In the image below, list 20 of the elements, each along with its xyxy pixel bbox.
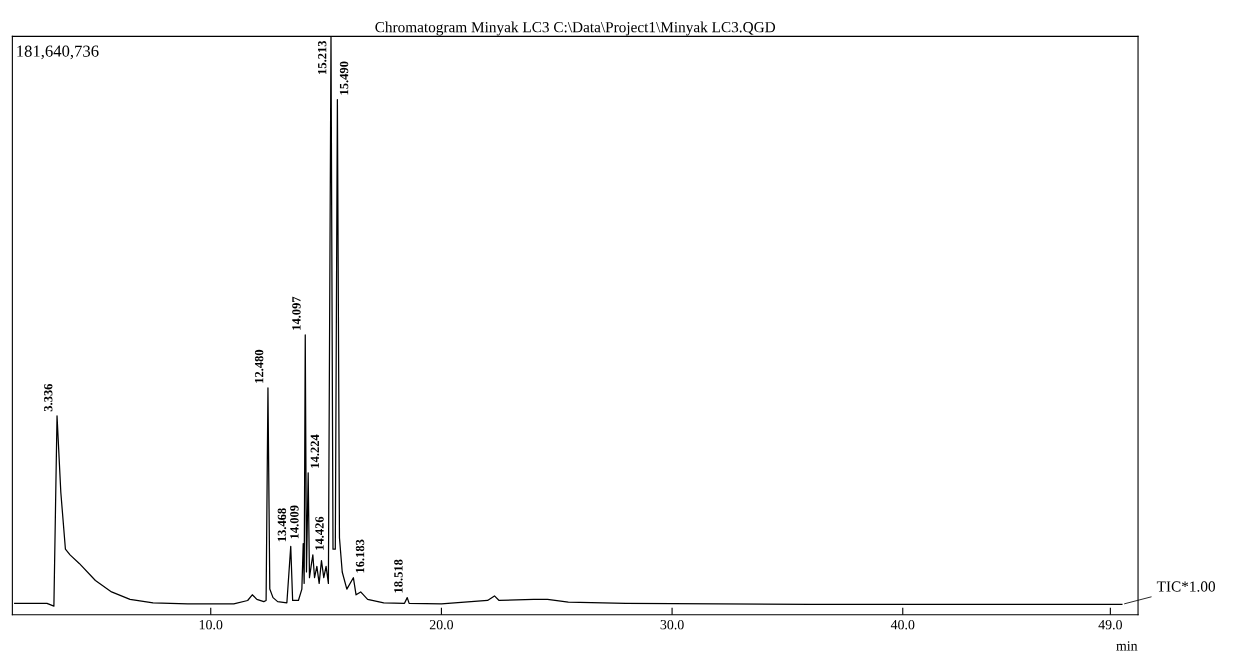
x-tick-label: 30.0 <box>660 619 684 630</box>
chart-title: Chromatogram Minyak LC3 C:\Data\Project1\Minyak LC3.QGD <box>375 21 776 36</box>
annotation: 14.224 <box>310 434 320 468</box>
x-tick-label: 10.0 <box>199 619 223 630</box>
x-tick-label: 40.0 <box>890 619 915 630</box>
annotation: 14.097 <box>292 296 301 330</box>
annotation: 14.009 <box>290 505 299 539</box>
annotation: 16.183 <box>355 539 365 573</box>
annotation: 15.213 <box>317 40 327 74</box>
annotation: 15.490 <box>339 61 349 95</box>
text: TIC*1.00 <box>1156 581 1216 592</box>
x-axis-title: min <box>1116 641 1138 651</box>
annotation: 13.468 <box>277 508 287 542</box>
annotation: 181,640,736 <box>17 45 99 60</box>
annotation: 3.336 <box>44 383 53 412</box>
x-tick-label: 20.0 <box>429 619 454 630</box>
annotation: 14.426 <box>315 516 324 550</box>
annotation: 12.480 <box>254 349 264 383</box>
annotation: 18.518 <box>394 559 403 593</box>
x-tick-label: 49.0 <box>1098 619 1122 630</box>
